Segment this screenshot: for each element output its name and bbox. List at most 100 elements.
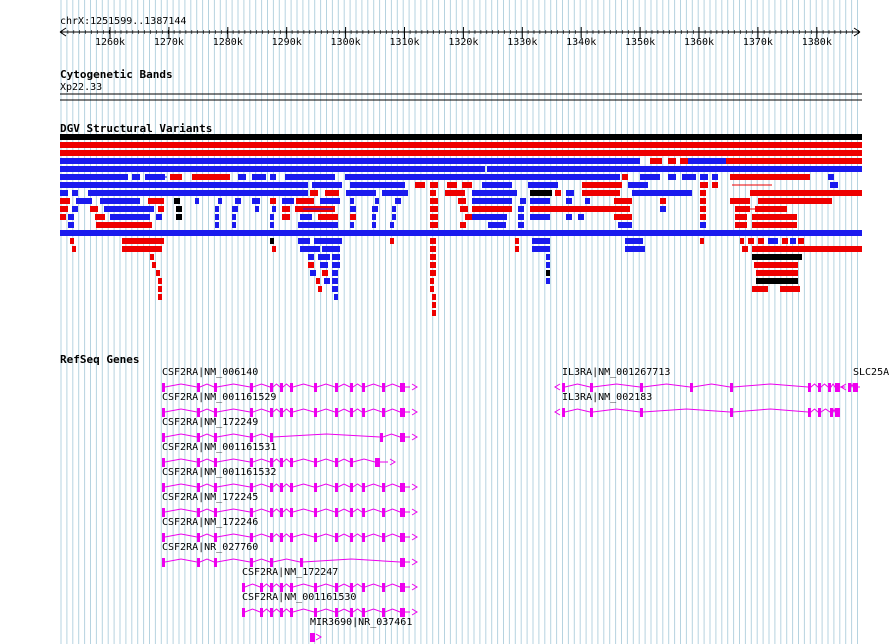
dgv-variant[interactable]	[566, 214, 572, 220]
dgv-variant[interactable]	[104, 206, 154, 212]
dgv-variant[interactable]	[318, 214, 338, 220]
refseq-gene[interactable]: CSF2RA|NM_001161532	[162, 467, 418, 492]
dgv-variant[interactable]	[530, 214, 550, 220]
dgv-variant[interactable]	[460, 222, 466, 228]
refseq-gene[interactable]: CSF2RA|NM_006140	[162, 367, 418, 392]
dgv-variant[interactable]	[518, 222, 524, 228]
dgv-variant[interactable]	[650, 158, 662, 164]
dgv-variant[interactable]	[730, 174, 810, 180]
dgv-variant[interactable]	[300, 214, 312, 220]
dgv-variant[interactable]	[614, 198, 632, 204]
dgv-variant[interactable]	[372, 222, 376, 228]
dgv-variant[interactable]	[152, 262, 156, 268]
dgv-variant[interactable]	[316, 278, 320, 284]
dgv-variant[interactable]	[270, 214, 274, 220]
dgv-variant[interactable]	[668, 174, 676, 180]
dgv-variant[interactable]	[308, 254, 314, 260]
dgv-variant[interactable]	[395, 198, 401, 204]
dgv-variant[interactable]	[60, 174, 128, 180]
dgv-variant[interactable]	[532, 246, 550, 252]
dgv-variant[interactable]	[518, 214, 524, 220]
dgv-variant[interactable]	[312, 182, 342, 188]
dgv-variant[interactable]	[618, 222, 632, 228]
dgv-variant[interactable]	[430, 190, 436, 196]
dgv-variant[interactable]	[350, 198, 354, 204]
dgv-variant[interactable]	[700, 182, 708, 188]
dgv-variant[interactable]	[798, 238, 804, 244]
dgv-variant[interactable]	[232, 222, 236, 228]
dgv-variant[interactable]	[430, 206, 438, 212]
dgv-variant[interactable]	[748, 238, 754, 244]
dgv-variant[interactable]	[176, 214, 182, 220]
dgv-variant[interactable]	[232, 206, 238, 212]
dgv-variant[interactable]	[100, 198, 140, 204]
dgv-variant[interactable]	[640, 174, 660, 180]
dgv-variant[interactable]	[382, 190, 408, 196]
dgv-variant[interactable]	[350, 182, 405, 188]
dgv-variant[interactable]	[392, 214, 396, 220]
dgv-variant[interactable]	[432, 310, 436, 316]
dgv-variant[interactable]	[700, 222, 706, 228]
dgv-features[interactable]	[60, 134, 862, 316]
dgv-variant[interactable]	[472, 190, 517, 196]
dgv-variant[interactable]	[430, 254, 436, 260]
dgv-variant[interactable]	[60, 206, 68, 212]
cytoband-track[interactable]: Cytogenetic Bands Xp22.33	[60, 68, 862, 101]
dgv-variant[interactable]	[555, 190, 561, 196]
dgv-variant[interactable]	[447, 182, 457, 188]
dgv-variant[interactable]	[700, 190, 706, 196]
dgv-variant[interactable]	[472, 206, 512, 212]
dgv-variant[interactable]	[392, 206, 396, 212]
dgv-variant[interactable]	[700, 206, 706, 212]
dgv-variant[interactable]	[430, 222, 438, 228]
dgv-variant[interactable]	[298, 222, 338, 228]
dgv-variant[interactable]	[515, 246, 519, 252]
dgv-variant[interactable]	[735, 214, 747, 220]
dgv-variant[interactable]	[322, 270, 328, 276]
refseq-gene[interactable]: CSF2RA|NM_001161531	[162, 442, 396, 467]
dgv-variant[interactable]	[660, 206, 666, 212]
dgv-variant[interactable]	[272, 206, 276, 212]
dgv-variant[interactable]	[432, 302, 436, 308]
dgv-variant[interactable]	[60, 214, 66, 220]
dgv-variant[interactable]	[430, 270, 436, 276]
dgv-variant[interactable]	[308, 262, 314, 268]
dgv-variant[interactable]	[460, 206, 468, 212]
dgv-variant[interactable]	[462, 182, 472, 188]
dgv-variant[interactable]	[740, 238, 744, 244]
dgv-variant[interactable]	[158, 278, 162, 284]
dgv-variant[interactable]	[742, 246, 748, 252]
dgv-variant[interactable]	[332, 270, 338, 276]
dgv-variant[interactable]	[60, 150, 862, 156]
dgv-variant[interactable]	[546, 254, 550, 260]
dgv-variant[interactable]	[660, 198, 666, 204]
dgv-variant[interactable]	[546, 270, 550, 276]
dgv-variant[interactable]	[60, 134, 862, 140]
dgv-variant[interactable]	[350, 222, 354, 228]
dgv-variant[interactable]	[614, 214, 632, 220]
dgv-variant[interactable]	[430, 278, 434, 284]
dgv-variant[interactable]	[566, 190, 574, 196]
dgv-variant[interactable]	[195, 198, 199, 204]
refseq-gene[interactable]: CSF2RA|NR_027760	[162, 542, 418, 567]
dgv-variant[interactable]	[334, 294, 338, 300]
dgv-variant[interactable]	[90, 206, 98, 212]
dgv-variant[interactable]	[830, 182, 838, 188]
dgv-variant[interactable]	[390, 238, 394, 244]
dgv-variant[interactable]	[60, 182, 308, 188]
refseq-gene[interactable]: CSF2RA|NM_172246	[162, 517, 418, 542]
dgv-variant[interactable]	[320, 262, 328, 268]
dgv-variant[interactable]	[325, 190, 339, 196]
dgv-variant[interactable]	[296, 198, 314, 204]
dgv-variant[interactable]	[632, 190, 692, 196]
dgv-variant[interactable]	[324, 278, 330, 284]
dgv-variant[interactable]	[756, 278, 798, 284]
dgv-variant[interactable]	[72, 190, 78, 196]
dgv-variant[interactable]	[122, 238, 164, 244]
dgv-variant[interactable]	[688, 158, 726, 164]
dgv-variant[interactable]	[300, 246, 320, 252]
dgv-variant[interactable]	[735, 222, 747, 228]
dgv-variant[interactable]	[712, 182, 718, 188]
dgv-variant[interactable]	[156, 214, 162, 220]
